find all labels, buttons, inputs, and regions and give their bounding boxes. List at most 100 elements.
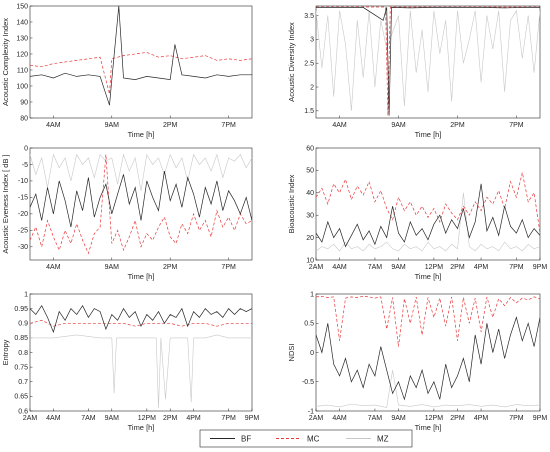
x-axis-label: Time [h] (415, 423, 442, 432)
x-tick-label: 7PM (509, 122, 524, 129)
y-tick-label: 0.7 (18, 379, 28, 386)
x-tick-label: 4PM (474, 264, 489, 271)
y-tick-label: 0 (310, 350, 314, 357)
plot-area (29, 147, 253, 261)
x-tick-label: 4AM (332, 122, 347, 129)
series-line-mc (30, 154, 252, 255)
x-tick-label: 7PM (221, 415, 236, 422)
panel-5: 0.6 0.65 0.7 0.75 0.8 0.85 0.9 0.95 1 2AM 4AM 7AM 9A… (1, 291, 259, 432)
x-tick-label: 4AM (332, 415, 347, 422)
series-group (316, 172, 540, 252)
series-line-mz (316, 9, 540, 111)
y-tick-label: 0.85 (14, 335, 28, 342)
x-tick-label: 2PM (450, 122, 465, 129)
x-tick-label: 9PM (533, 264, 548, 271)
y-tick-label: 100 (16, 83, 28, 90)
y-tick-label: 120 (16, 51, 28, 58)
panel-4: 10 20 30 40 50 60 2AM 4AM 7AM 9AM 12PM 2PM 4PM 7PM 9PM… (287, 145, 547, 281)
x-tick-label: 2AM (23, 415, 38, 422)
series-line-mz (316, 192, 540, 252)
series-line-mz (30, 334, 252, 409)
y-tick-label: 0 (24, 145, 28, 152)
series-line-mc (316, 172, 540, 234)
y-tick-label: 110 (17, 67, 28, 74)
y-tick-label: 150 (16, 3, 28, 10)
panel-3: -30 -25 -20 -15 -10 -5 0 4AM 9AM 2PM 7PM Time [h] Ac… (1, 145, 253, 281)
legend-label-mz: MZ (377, 435, 389, 444)
x-tick-label: 12PM (138, 415, 156, 422)
x-tick-label: 9AM (391, 122, 406, 129)
y-tick-label: 1.5 (304, 108, 314, 115)
series-line-bf (316, 316, 540, 401)
x-tick-label: 9AM (105, 415, 120, 422)
y-tick-label: 90 (20, 99, 28, 106)
series-line-bf (30, 171, 252, 228)
x-tick-label: 9AM (105, 122, 120, 129)
x-tick-label: 4AM (46, 122, 61, 129)
x-tick-label: 7PM (509, 264, 524, 271)
y-tick-label: -5 (22, 162, 28, 169)
x-tick-label: 7AM (81, 415, 96, 422)
y-tick-label: 0.8 (18, 350, 28, 357)
x-tick-label: 4AM (332, 264, 347, 271)
series-line-bf (30, 6, 252, 106)
y-tick-label: 0.75 (14, 364, 28, 371)
y-tick-label: 140 (16, 19, 28, 26)
x-tick-label: 2PM (163, 122, 178, 129)
panel-2: 1.5 2 2.5 3 3.5 4AM 9AM 2PM 7PM Time [h] Acoustic … (287, 5, 541, 139)
y-axis-label: Entropy (1, 339, 10, 365)
x-tick-label: 4PM (186, 415, 201, 422)
x-tick-label: 9PM (533, 415, 548, 422)
series-line-bf (316, 7, 540, 116)
y-tick-label: 3.5 (304, 13, 314, 20)
y-tick-label: 1 (310, 291, 314, 298)
y-tick-label: 0.9 (18, 321, 28, 328)
series-group (30, 6, 252, 106)
y-axis-label: Bioacoustic Index (287, 174, 296, 233)
y-axis-label: NDSI (287, 344, 296, 362)
x-tick-label: 4AM (46, 264, 61, 271)
y-tick-label: 10 (306, 257, 314, 264)
y-axis-label: Acoustic Diversity Index (287, 22, 296, 102)
x-axis-label: Time [h] (128, 130, 155, 139)
x-tick-label: 2PM (163, 264, 178, 271)
y-tick-label: 1 (24, 291, 28, 298)
y-tick-label: 60 (306, 145, 314, 152)
series-line-mz (316, 370, 540, 408)
x-tick-label: 2PM (450, 415, 465, 422)
x-tick-label: 4PM (474, 415, 489, 422)
series-group (316, 295, 540, 408)
x-tick-label: 2AM (309, 264, 324, 271)
x-tick-label: 2PM (450, 264, 465, 271)
x-tick-label: 7PM (221, 122, 236, 129)
legend-label-bf: BF (241, 435, 251, 444)
x-tick-label: 7PM (509, 415, 524, 422)
y-tick-label: 2.5 (304, 60, 314, 67)
y-axis-label: Acoustic Complexity Index (1, 18, 10, 106)
x-tick-label: 2AM (309, 415, 324, 422)
y-tick-label: 80 (20, 115, 28, 122)
legend-box (199, 429, 413, 448)
panel-1: 80 90 100 110 120 130 140 150 4AM 9AM 2PM 7PM Time [… (1, 3, 253, 139)
y-tick-label: -20 (18, 211, 28, 218)
y-tick-label: 0.65 (14, 394, 28, 401)
x-axis-label: Time [h] (128, 272, 155, 281)
y-axis-label: Acoustic Eveness Index [ dB ] (1, 154, 10, 253)
series-line-mc (316, 6, 540, 116)
x-tick-label: 4AM (46, 415, 61, 422)
x-tick-label: 7AM (368, 264, 383, 271)
y-tick-label: -1 (308, 408, 314, 415)
legend-label-mc: MC (307, 435, 320, 444)
x-tick-label: 12PM (425, 264, 443, 271)
x-axis-label: Time [h] (415, 130, 442, 139)
y-tick-label: 0.95 (14, 306, 28, 313)
y-tick-label: -30 (18, 244, 28, 251)
x-axis-label: Time [h] (128, 423, 155, 432)
series-line-mc (316, 295, 540, 347)
y-tick-label: -25 (18, 228, 28, 235)
legend: BF MC MZ (199, 429, 413, 448)
x-tick-label: 12PM (425, 415, 443, 422)
y-tick-label: -15 (18, 195, 28, 202)
x-tick-label: 9AM (105, 264, 120, 271)
series-group (316, 6, 540, 116)
